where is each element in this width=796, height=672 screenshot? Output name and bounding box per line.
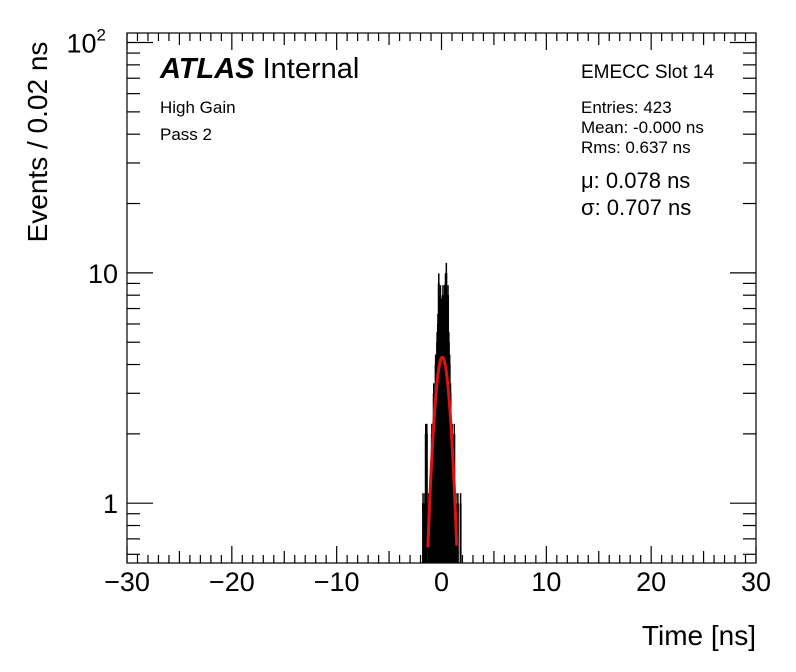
- mean-stat: Mean: -0.000 ns: [581, 118, 704, 137]
- atlas-bold-text: ATLAS: [160, 53, 255, 85]
- histogram-bin: [451, 433, 454, 563]
- histogram-bin: [424, 433, 427, 563]
- x-tick-label: 20: [636, 567, 666, 597]
- x-tick-label: 10: [531, 567, 561, 597]
- histogram-bins: [422, 262, 462, 563]
- mu-stat: μ: 0.078 ns: [581, 168, 691, 193]
- gaussian-fit-curve: [426, 355, 459, 548]
- histogram-bin: [432, 393, 435, 563]
- x-tick-label: 30: [741, 567, 771, 597]
- y-tick-label: 10: [88, 259, 118, 289]
- y-tick-label: 102: [66, 26, 106, 59]
- atlas-internal-text: Internal: [254, 53, 360, 85]
- x-axis-label: Time [ns]: [641, 620, 756, 651]
- x-tick-label: −10: [314, 567, 360, 597]
- y-tick-label: 1: [103, 489, 118, 519]
- axis-ticks: [126, 33, 757, 563]
- slot-label: EMECC Slot 14: [581, 62, 715, 83]
- histogram-bin: [459, 503, 462, 563]
- histogram-bin: [452, 503, 455, 563]
- rms-stat: Rms: 0.637 ns: [581, 138, 691, 157]
- tick-labels: −30 −20 −10 0 10 20 30 1 10 102: [66, 26, 771, 597]
- sigma-stat: σ: 0.707 ns: [581, 195, 692, 220]
- atlas-label: ATLAS Internal: [160, 52, 359, 86]
- entries-stat: Entries: 423: [581, 98, 672, 117]
- gain-label: High Gain: [160, 98, 236, 117]
- histogram-bin: [425, 433, 428, 563]
- pass-label: Pass 2: [160, 125, 212, 144]
- histogram-bin: [428, 503, 431, 563]
- x-tick-label: −20: [209, 567, 255, 597]
- histogram-bin: [422, 503, 425, 563]
- histogram-bin: [456, 503, 459, 563]
- x-tick-label: −30: [104, 567, 150, 597]
- y-axis-label: Events / 0.02 ns: [22, 41, 53, 243]
- x-tick-label: 0: [434, 567, 449, 597]
- histogram-bin: [431, 433, 434, 563]
